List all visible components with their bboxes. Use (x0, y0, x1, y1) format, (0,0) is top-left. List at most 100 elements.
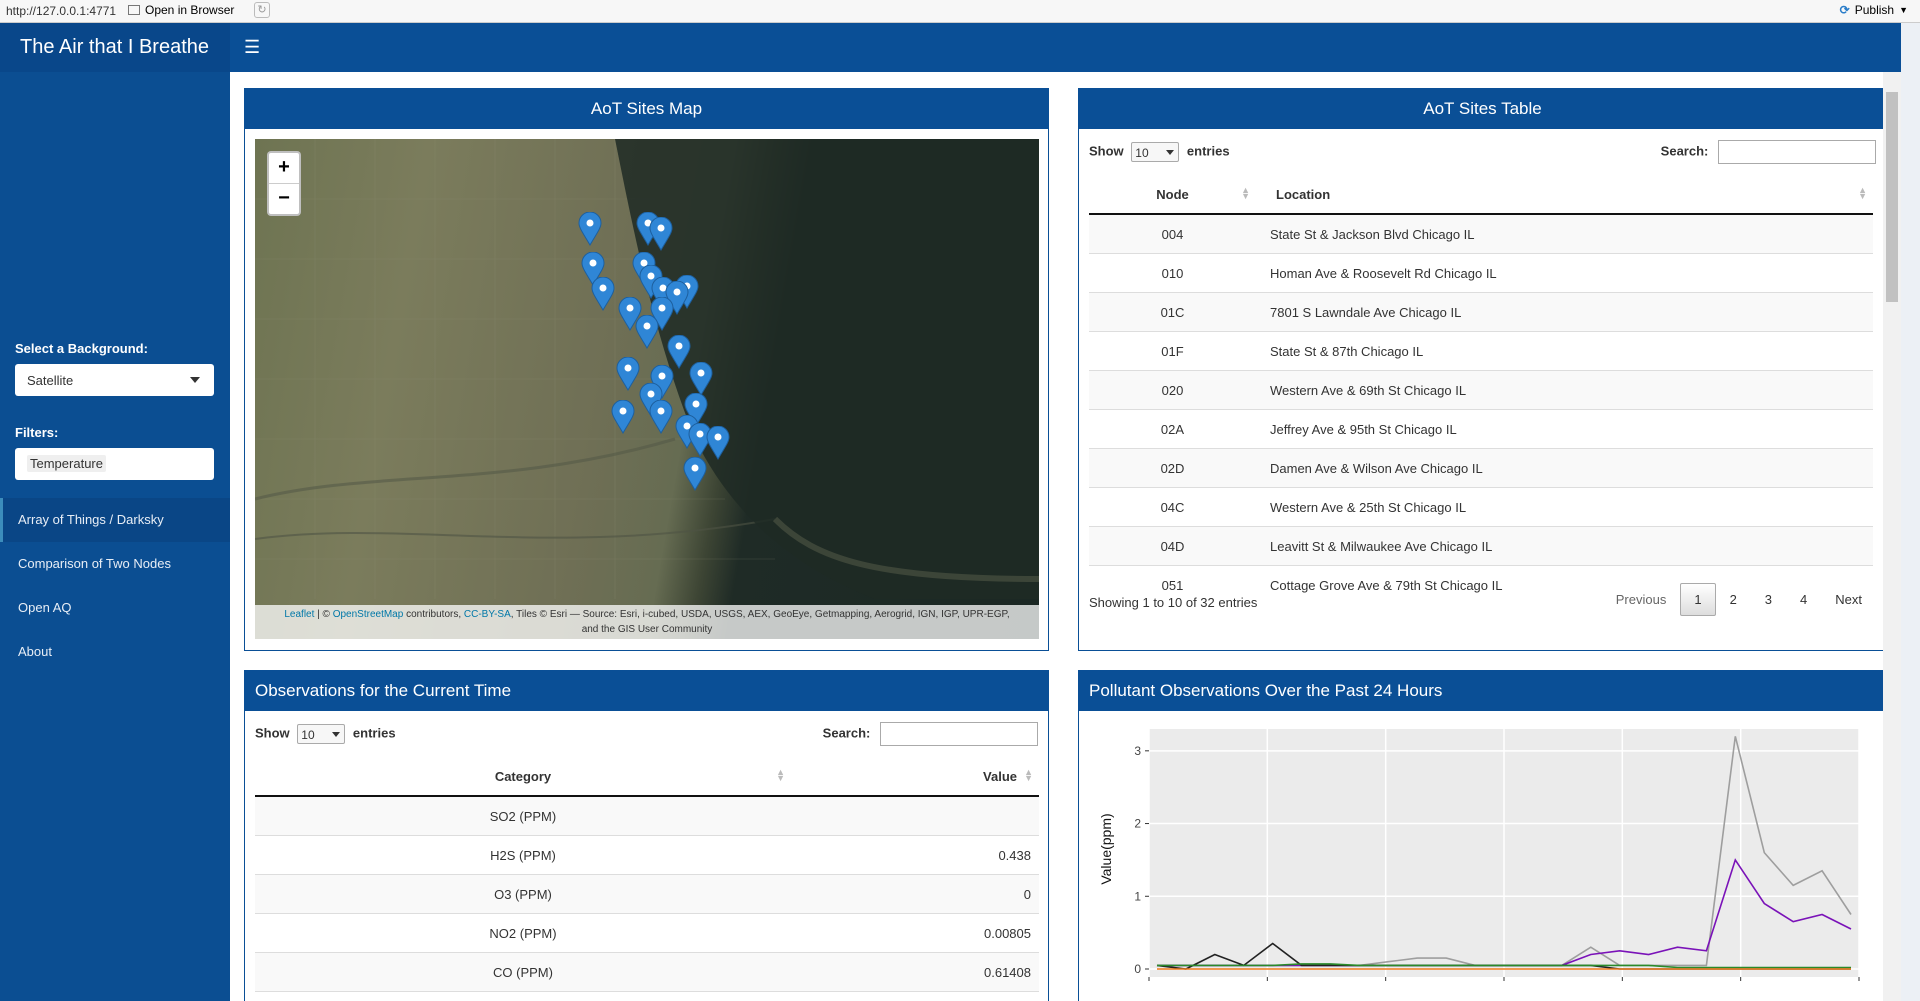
map-marker-icon[interactable] (706, 425, 730, 460)
table-row[interactable]: 010 Homan Ave & Roosevelt Rd Chicago IL (1089, 253, 1873, 293)
map-marker-icon[interactable] (578, 211, 602, 246)
caret-down-icon (1166, 150, 1175, 155)
map-marker-icon[interactable] (684, 392, 708, 427)
cc-link[interactable]: CC-BY-SA (463, 609, 511, 620)
menu-item-about[interactable]: About (0, 630, 230, 674)
pagination-page-2[interactable]: 2 (1729, 592, 1737, 607)
column-header-node[interactable]: Node ▲ ▼ (1089, 175, 1256, 215)
show-label: Show (255, 725, 290, 741)
table-row[interactable]: PM2.5 (PPM) (255, 991, 1039, 1001)
map-box-title: AoT Sites Map (245, 89, 1048, 129)
map-marker-icon[interactable] (616, 356, 640, 391)
menu-item-open-aq[interactable]: Open AQ (0, 586, 230, 630)
location-cell: State St & Jackson Blvd Chicago IL (1256, 213, 1873, 254)
map-marker-icon[interactable] (611, 399, 635, 434)
sites-length-select[interactable]: 10 (1131, 142, 1180, 162)
table-row[interactable]: H2S (PPM) 0.438 (255, 835, 1039, 875)
table-row[interactable]: 01F State St & 87th Chicago IL (1089, 331, 1873, 371)
table-row[interactable]: SO2 (PPM) (255, 795, 1039, 836)
background-select[interactable]: Satellite (15, 364, 214, 396)
show-label: Show (1089, 143, 1124, 159)
pagination-page-4[interactable]: 4 (1800, 592, 1808, 607)
node-cell: 010 (1089, 253, 1256, 293)
map-marker-icon[interactable] (689, 361, 713, 396)
menu-item-array-of-things[interactable]: Array of Things / Darksky (0, 498, 230, 542)
map-marker-icon[interactable] (639, 382, 663, 417)
table-row[interactable]: CO (PPM) 0.61408 (255, 952, 1039, 992)
zoom-in-button[interactable]: + (269, 153, 299, 184)
sites-search-input[interactable] (1718, 140, 1876, 164)
location-cell: Cottage Grove Ave & 79th St Chicago IL (1256, 565, 1873, 604)
map-marker-icon[interactable] (667, 334, 691, 369)
table-row[interactable]: 020 Western Ave & 69th St Chicago IL (1089, 370, 1873, 410)
sidebar: Select a Background: Satellite Filters: … (0, 72, 230, 1001)
map-marker-icon[interactable] (649, 216, 673, 251)
pagination-page-1[interactable]: 1 (1680, 583, 1716, 616)
search-label: Search: (1660, 143, 1709, 159)
browser-toolbar: http://127.0.0.1:4771 Open in Browser ↻ … (0, 0, 1920, 23)
pagination-page-3[interactable]: 3 (1764, 592, 1773, 607)
location-cell: Homan Ave & Roosevelt Rd Chicago IL (1256, 253, 1873, 293)
table-row[interactable]: 051 Cottage Grove Ave & 79th St Chicago I… (1089, 565, 1873, 604)
sites-pagination: Previous 1 2 3 4 Next (1602, 583, 1876, 616)
table-row[interactable]: 04C Western Ave & 25th St Chicago IL (1089, 487, 1873, 527)
table-row[interactable]: 004 State St & Jackson Blvd Chicago IL (1089, 213, 1873, 254)
node-cell: 04D (1089, 526, 1256, 566)
column-header-category[interactable]: Category ▲ ▼ (255, 757, 791, 797)
refresh-icon[interactable]: ↻ (254, 2, 270, 18)
sites-map[interactable]: + − Leaflet | © OpenStreetMap contributo… (255, 139, 1039, 639)
map-marker-icon[interactable] (581, 251, 605, 286)
table-row[interactable]: 01C 7801 S Lawndale Ave Chicago IL (1089, 292, 1873, 332)
map-marker-icon[interactable] (618, 296, 642, 331)
obs-length-select[interactable]: 10 (297, 724, 346, 744)
y-tick-label: 0 (1134, 962, 1141, 976)
value-header-label: Value (983, 768, 1017, 784)
pagination-previous[interactable]: Previous (1615, 592, 1667, 607)
app-header: The Air that I Breathe ☰ (0, 23, 1901, 72)
menu-item-comparison[interactable]: Comparison of Two Nodes (0, 542, 230, 586)
sidebar-toggle-icon[interactable]: ☰ (244, 37, 261, 57)
filters-input[interactable]: Temperature (15, 448, 214, 480)
map-marker-icon[interactable] (683, 456, 707, 491)
y-tick-label: 3 (1134, 744, 1141, 758)
y-tick-label: 2 (1134, 817, 1141, 831)
browser-window-icon (128, 5, 140, 15)
observations-box: Observations for the Current Time Show 1… (244, 670, 1049, 1001)
filter-tag[interactable]: Temperature (27, 455, 106, 472)
column-header-value[interactable]: Value ▲ ▼ (791, 757, 1039, 797)
map-marker-icon[interactable] (649, 399, 673, 434)
publish-button[interactable]: ⟳ Publish ▼ (1840, 3, 1908, 17)
map-marker-icon[interactable] (635, 314, 659, 349)
zoom-out-button[interactable]: − (278, 187, 290, 209)
map-marker-icon[interactable] (650, 364, 674, 399)
node-cell: 01F (1089, 331, 1256, 371)
pagination-next[interactable]: Next (1835, 592, 1862, 607)
obs-search-input[interactable] (880, 722, 1038, 746)
location-cell: Western Ave & 25th St Chicago IL (1256, 487, 1873, 527)
open-in-browser-button[interactable]: Open in Browser (128, 3, 234, 17)
background-select-value: Satellite (27, 373, 74, 388)
category-header-label: Category (494, 768, 552, 784)
filters-label: Filters: (15, 425, 59, 440)
y-tick-label: 1 (1134, 889, 1141, 903)
table-row[interactable]: NO2 (PPM) 0.00805 (255, 913, 1039, 953)
map-marker-icon[interactable] (650, 296, 674, 331)
osm-link[interactable]: OpenStreetMap (332, 609, 404, 620)
column-header-location[interactable]: Location ▲ ▼ (1256, 175, 1873, 215)
map-marker-icon[interactable] (591, 276, 615, 311)
table-row[interactable]: 02D Damen Ave & Wilson Ave Chicago IL (1089, 448, 1873, 488)
page-scrollbar[interactable] (1883, 72, 1901, 1001)
sort-icon: ▲ ▼ (776, 767, 785, 783)
table-row[interactable]: 04D Leavitt St & Milwaukee Ave Chicago IL (1089, 526, 1873, 566)
sites-length-control: Show 10 entries (1089, 142, 1230, 162)
node-cell: 02D (1089, 448, 1256, 488)
map-attribution: Leaflet | © OpenStreetMap contributors, … (255, 605, 1039, 639)
table-row[interactable]: 02A Jeffrey Ave & 95th St Chicago IL (1089, 409, 1873, 449)
node-cell: 004 (1089, 213, 1256, 254)
map-marker-icon[interactable] (688, 422, 712, 457)
app-title: The Air that I Breathe (0, 23, 230, 72)
scrollbar-thumb[interactable] (1886, 92, 1898, 302)
series-line-3 (1157, 963, 1851, 969)
leaflet-link[interactable]: Leaflet (284, 609, 315, 620)
table-row[interactable]: O3 (PPM) 0 (255, 874, 1039, 914)
